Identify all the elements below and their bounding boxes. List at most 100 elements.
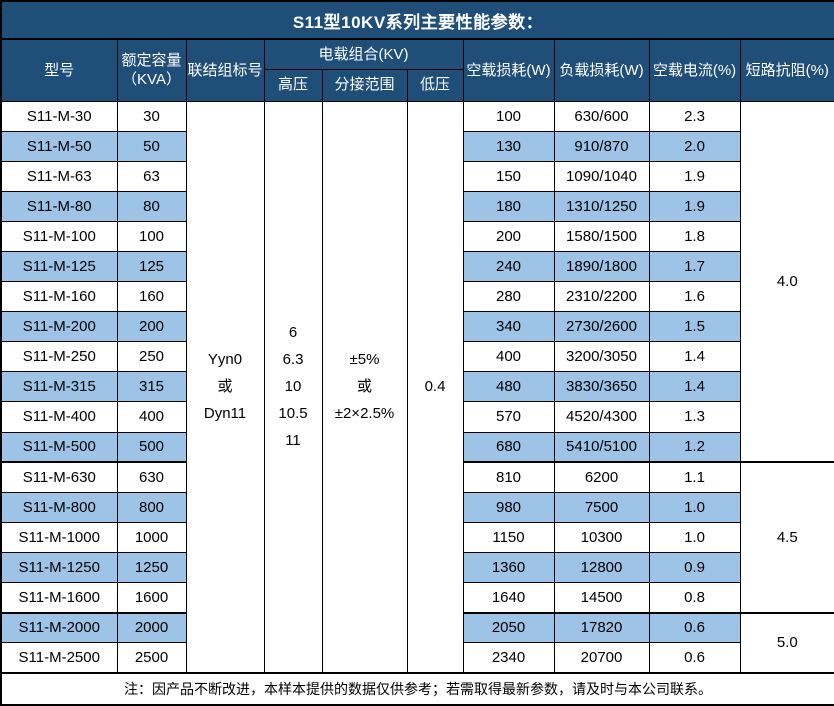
no-load-current-cell: 1.4 <box>648 371 741 403</box>
col-header-model: 型号 <box>0 38 118 102</box>
table-row: S11-M-160 160 280 2310/2200 1.6 <box>0 281 834 313</box>
no-load-loss-cell: 680 <box>462 431 555 463</box>
capacity-cell: 400 <box>116 401 187 433</box>
no-load-loss-cell: 1150 <box>462 521 555 553</box>
high-voltage-values-cell: 6 6.3 10 10.5 11 <box>263 100 323 674</box>
load-loss-cell: 7500 <box>553 491 650 523</box>
load-loss-cell: 20700 <box>553 642 650 674</box>
model-cell: S11-M-400 <box>0 401 118 433</box>
no-load-loss-cell: 480 <box>462 371 555 403</box>
model-cell: S11-M-315 <box>0 371 118 403</box>
capacity-cell: 1250 <box>116 551 187 584</box>
no-load-loss-cell: 150 <box>462 160 555 192</box>
header-row-1: 型号 额定容量 （KVA） 联结组标号 电载组合(KV) 空载损耗(W) 负载损… <box>0 38 834 102</box>
load-loss-cell: 1580/1500 <box>553 220 650 252</box>
load-loss-cell: 1090/1040 <box>553 160 650 192</box>
no-load-current-cell: 2.3 <box>648 100 741 132</box>
load-loss-cell: 3830/3650 <box>553 371 650 403</box>
col-header-capacity: 额定容量 （KVA） <box>116 38 187 102</box>
note-row: 注：因产品不断改进，本样本提供的数据仅供参考；若需取得最新参数，请及时与本公司联… <box>0 672 834 706</box>
no-load-current-cell: 1.4 <box>648 341 741 373</box>
table-row: S11-M-630 630 810 6200 1.1 4.5 <box>0 461 834 614</box>
low-voltage-value-cell: 0.4 <box>406 100 464 674</box>
no-load-current-cell: 1.5 <box>648 311 741 343</box>
no-load-current-cell: 1.3 <box>648 401 741 433</box>
model-cell: S11-M-63 <box>0 160 118 192</box>
capacity-cell: 80 <box>116 190 187 222</box>
capacity-cell: 50 <box>116 130 187 162</box>
capacity-cell: 315 <box>116 371 187 403</box>
model-cell: S11-M-30 <box>0 100 118 132</box>
load-loss-cell: 14500 <box>553 581 650 614</box>
capacity-cell: 1600 <box>116 581 187 614</box>
no-load-loss-cell: 240 <box>462 250 555 283</box>
table-row: S11-M-50 50 130 910/870 2.0 <box>0 130 834 162</box>
model-cell: S11-M-80 <box>0 190 118 222</box>
table-row: S11-M-800 800 980 7500 1.0 <box>0 491 834 523</box>
no-load-current-cell: 2.0 <box>648 130 741 162</box>
table-row: S11-M-400 400 570 4520/4300 1.3 <box>0 401 834 433</box>
model-cell: S11-M-800 <box>0 491 118 523</box>
tap-range-cell: ±5% 或 ±2×2.5% <box>321 100 408 674</box>
table-row: S11-M-80 80 180 1310/1250 1.9 <box>0 190 834 222</box>
no-load-loss-cell: 100 <box>462 100 555 132</box>
no-load-loss-cell: 810 <box>462 461 555 493</box>
table-row: S11-M-2000 2000 2050 17820 0.6 5.0 <box>0 611 834 674</box>
capacity-cell: 200 <box>116 311 187 343</box>
capacity-cell: 2500 <box>116 642 187 674</box>
no-load-loss-cell: 400 <box>462 341 555 373</box>
table-row: S11-M-1600 1600 1640 14500 0.8 <box>0 581 834 614</box>
no-load-loss-cell: 2050 <box>462 611 555 644</box>
col-header-short-circuit-impedance: 短路抗阻(%) <box>739 38 834 102</box>
col-header-load-loss: 负载损耗(W) <box>553 38 650 102</box>
col-header-no-load-loss: 空载损耗(W) <box>462 38 555 102</box>
no-load-current-cell: 1.9 <box>648 160 741 192</box>
capacity-cell: 1000 <box>116 521 187 553</box>
model-cell: S11-M-1250 <box>0 551 118 584</box>
no-load-current-cell: 1.8 <box>648 220 741 252</box>
model-cell: S11-M-250 <box>0 341 118 373</box>
table-row: S11-M-2500 2500 2340 20700 0.6 <box>0 642 834 674</box>
no-load-loss-cell: 180 <box>462 190 555 222</box>
no-load-current-cell: 0.6 <box>648 611 741 644</box>
title-row: S11型10KV系列主要性能参数： <box>0 0 834 40</box>
no-load-loss-cell: 570 <box>462 401 555 433</box>
load-loss-cell: 17820 <box>553 611 650 644</box>
capacity-cell: 100 <box>116 220 187 252</box>
load-loss-cell: 4520/4300 <box>553 401 650 433</box>
no-load-current-cell: 1.6 <box>648 281 741 313</box>
col-header-tap-range: 分接范围 <box>321 68 408 102</box>
col-header-no-load-current: 空载电流(%) <box>648 38 741 102</box>
capacity-cell: 63 <box>116 160 187 192</box>
no-load-loss-cell: 130 <box>462 130 555 162</box>
capacity-cell: 500 <box>116 431 187 463</box>
model-cell: S11-M-1000 <box>0 521 118 553</box>
connection-group-cell: Yyn0 或 Dyn11 <box>185 100 265 674</box>
no-load-current-cell: 1.0 <box>648 521 741 553</box>
no-load-current-cell: 1.0 <box>648 491 741 523</box>
header-row-2: 高压 分接范围 低压 <box>1 68 834 102</box>
no-load-loss-cell: 1360 <box>462 551 555 584</box>
no-load-loss-cell: 200 <box>462 220 555 252</box>
capacity-cell: 125 <box>116 250 187 283</box>
model-cell: S11-M-500 <box>0 431 118 463</box>
load-loss-cell: 10300 <box>553 521 650 553</box>
table-row: S11-M-500 500 680 5410/5100 1.2 <box>0 431 834 463</box>
col-header-high-voltage: 高压 <box>263 68 323 102</box>
load-loss-cell: 1890/1800 <box>553 250 650 283</box>
no-load-current-cell: 1.9 <box>648 190 741 222</box>
capacity-cell: 800 <box>116 491 187 523</box>
load-loss-cell: 630/600 <box>553 100 650 132</box>
load-loss-cell: 3200/3050 <box>553 341 650 373</box>
no-load-current-cell: 1.2 <box>648 431 741 463</box>
model-cell: S11-M-2000 <box>0 611 118 644</box>
no-load-loss-cell: 1640 <box>462 581 555 614</box>
load-loss-cell: 6200 <box>553 461 650 493</box>
table-row: S11-M-315 315 480 3830/3650 1.4 <box>0 371 834 403</box>
no-load-loss-cell: 2340 <box>462 642 555 674</box>
load-loss-cell: 910/870 <box>553 130 650 162</box>
no-load-loss-cell: 280 <box>462 281 555 313</box>
model-cell: S11-M-630 <box>0 461 118 493</box>
col-header-load-combination: 电载组合(KV) <box>263 38 464 70</box>
